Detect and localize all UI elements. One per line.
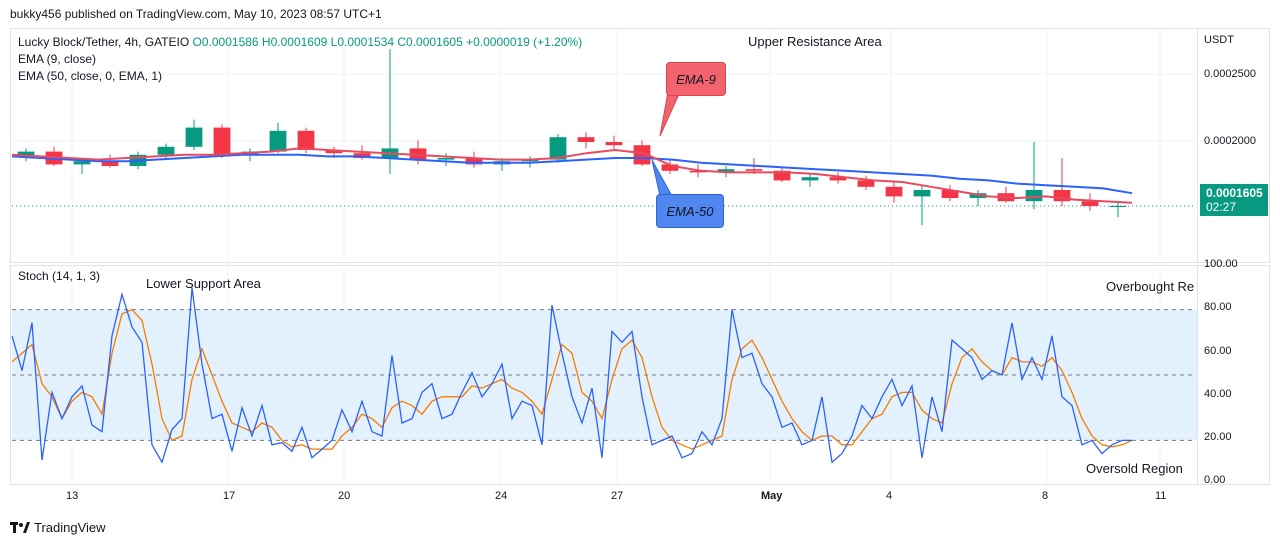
legend-symbol-line: Lucky Block/Tether, 4h, GATEIO O0.000158… <box>18 34 582 50</box>
stoch-tick: 0.00 <box>1204 474 1226 486</box>
x-tick: 20 <box>338 490 351 502</box>
candle-body <box>717 169 735 173</box>
candle-body <box>269 130 287 152</box>
price-tick: 0.0002000 <box>1204 135 1256 147</box>
stoch-tick: 40.00 <box>1204 388 1232 400</box>
candle-body <box>633 145 651 165</box>
stoch-k-line <box>11 287 1132 464</box>
candle-body <box>661 164 679 171</box>
candle-body <box>213 127 231 155</box>
legend-ema9[interactable]: EMA (9, close) <box>18 52 97 66</box>
overbought-label: Overbought Re <box>1106 279 1195 294</box>
footer-brand-text: TradingView <box>34 520 106 535</box>
candle-body <box>549 137 567 160</box>
stoch-d-line <box>11 308 1133 450</box>
candle-body <box>437 158 455 160</box>
candle-body <box>17 151 35 157</box>
price-axis-currency: USDT <box>1204 34 1234 46</box>
stoch-tick: 100.00 <box>1204 258 1238 270</box>
x-tick: 8 <box>1042 490 1049 502</box>
candle-body <box>885 186 903 197</box>
x-tick: 17 <box>223 490 236 502</box>
stoch-panel[interactable] <box>10 265 1198 485</box>
stoch-tick: 20.00 <box>1204 431 1232 443</box>
oversold-label: Oversold Region <box>1086 461 1183 476</box>
candle-body <box>605 142 623 146</box>
legend-ohlc: O0.0001586 H0.0001609 L0.0001534 C0.0001… <box>192 35 583 49</box>
candle-body <box>1025 190 1043 202</box>
price-tick: 0.0002500 <box>1204 68 1256 80</box>
x-tick: May <box>761 490 783 502</box>
candle-body <box>773 170 791 181</box>
candle-body <box>801 177 819 181</box>
ema9-callout[interactable]: EMA-9 <box>666 62 726 96</box>
candle-body <box>157 146 175 155</box>
candle-body <box>325 150 343 154</box>
candle-body <box>353 153 371 158</box>
lower-support-label: Lower Support Area <box>146 276 261 291</box>
current-price-badge: 0.0001605 02:27 <box>1200 184 1268 216</box>
stoch-axis[interactable] <box>1198 265 1270 485</box>
candle-body <box>409 148 427 160</box>
legend-stoch[interactable]: Stoch (14, 1, 3) <box>18 269 101 283</box>
candle-body <box>297 130 315 150</box>
ema9-callout-pointer <box>659 91 681 137</box>
bar-countdown: 02:27 <box>1206 200 1237 214</box>
current-price: 0.0001605 <box>1206 186 1263 200</box>
upper-resistance-label: Upper Resistance Area <box>748 34 882 49</box>
footer-brand[interactable]: TradingView <box>10 520 106 535</box>
ema50-callout[interactable]: EMA-50 <box>656 194 724 228</box>
candle-body <box>101 161 119 166</box>
publish-line: bukky456 published on TradingView.com, M… <box>10 7 382 21</box>
candle-body <box>745 169 763 171</box>
candle-body <box>577 137 595 142</box>
candle-body <box>941 190 959 198</box>
candle-body <box>185 127 203 147</box>
price-axis[interactable] <box>1198 28 1270 263</box>
candle-body <box>1053 190 1071 202</box>
stoch-tick: 60.00 <box>1204 345 1232 357</box>
ema50-line <box>11 153 1133 195</box>
legend-ema50[interactable]: EMA (50, close, 0, EMA, 1) <box>18 69 163 83</box>
candle-body <box>829 177 847 181</box>
x-tick: 27 <box>611 490 624 502</box>
top-bar: bukky456 published on TradingView.com, M… <box>0 0 1280 28</box>
candle-body <box>1109 206 1127 207</box>
x-tick: 24 <box>495 490 508 502</box>
legend-symbol: Lucky Block/Tether, 4h, GATEIO <box>18 35 190 49</box>
candle-body <box>73 161 91 165</box>
candle-body <box>1081 201 1099 206</box>
candle-body <box>857 180 875 187</box>
x-tick: 13 <box>66 490 79 502</box>
candle-body <box>465 158 483 165</box>
candle-body <box>913 190 931 197</box>
candle-body <box>689 170 707 173</box>
tradingview-logo-icon <box>10 521 30 533</box>
stoch-tick: 80.00 <box>1204 301 1232 313</box>
x-tick: 4 <box>886 490 893 502</box>
price-panel[interactable] <box>10 28 1198 263</box>
x-tick: 11 <box>1155 490 1167 502</box>
ema9-line <box>11 147 1133 204</box>
